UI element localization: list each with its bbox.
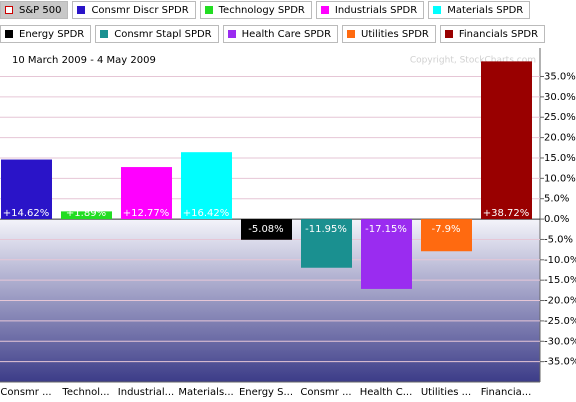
- bar: [481, 61, 532, 220]
- legend-swatch: [5, 6, 13, 14]
- y-tick-label: 0.0%: [544, 214, 569, 225]
- watermark: Copyright, StockCharts.com: [410, 56, 536, 66]
- legend-swatch: [204, 6, 213, 14]
- y-tick-label: 20.0%: [544, 133, 576, 144]
- y-tick-label: -20.0%: [544, 296, 576, 307]
- legend-item[interactable]: S&P 500: [0, 1, 69, 19]
- bar: [361, 219, 412, 289]
- value-label: +12.77%: [123, 208, 170, 219]
- y-tick-label: -5.0%: [544, 234, 573, 245]
- x-tick-label: Materials...: [178, 387, 233, 398]
- y-tick-label: -30.0%: [544, 336, 576, 347]
- legend-label: Industrials SPDR: [334, 4, 418, 16]
- legend-label: Technology SPDR: [218, 4, 305, 16]
- legend-label: Consmr Stapl SPDR: [114, 28, 212, 40]
- legend-label: Energy SPDR: [19, 28, 85, 40]
- legend-swatch: [320, 6, 329, 14]
- y-tick-label: 25.0%: [544, 112, 576, 123]
- x-tick-label: Industrial...: [118, 387, 174, 398]
- legend-item[interactable]: Industrials SPDR: [315, 1, 425, 19]
- legend-label: Materials SPDR: [447, 4, 524, 16]
- legend-swatch: [100, 30, 109, 38]
- legend-label: S&P 500: [19, 4, 62, 16]
- x-tick-label: Financia...: [481, 387, 532, 398]
- bar: [61, 211, 112, 220]
- value-label: +16.42%: [183, 208, 230, 219]
- bar: [421, 219, 472, 252]
- x-tick-label: Utilities ...: [421, 387, 471, 398]
- y-tick-label: -15.0%: [544, 275, 576, 286]
- x-tick-label: Consmr ...: [300, 387, 351, 398]
- legend-item[interactable]: Financials SPDR: [439, 25, 546, 43]
- legend-item[interactable]: Consmr Stapl SPDR: [95, 25, 219, 43]
- y-tick-label: 5.0%: [544, 194, 569, 205]
- y-tick-label: 30.0%: [544, 92, 576, 103]
- legend-item[interactable]: Technology SPDR: [199, 1, 312, 19]
- value-label: -11.95%: [305, 224, 347, 235]
- legend-label: Financials SPDR: [458, 28, 539, 40]
- y-tick-label: 10.0%: [544, 173, 576, 184]
- legend-swatch: [347, 30, 356, 38]
- legend-item[interactable]: Utilities SPDR: [342, 25, 436, 43]
- legend-label: Consmr Discr SPDR: [91, 4, 189, 16]
- bar: [241, 219, 292, 240]
- legend-item[interactable]: Health Care SPDR: [222, 25, 339, 43]
- x-tick-label: Technol...: [61, 387, 109, 398]
- legend-row: Energy SPDR Consmr Stapl SPDR Health Care …: [0, 25, 546, 43]
- plot-area-positive: [0, 48, 540, 220]
- value-label: -17.15%: [365, 224, 407, 235]
- bar: [1, 159, 52, 220]
- y-tick-label: -25.0%: [544, 316, 576, 327]
- y-tick-label: -35.0%: [544, 357, 576, 368]
- legend-swatch: [433, 6, 442, 14]
- x-tick-label: Health C...: [360, 387, 413, 398]
- legend-swatch: [444, 30, 453, 38]
- x-tick-label: Energy S...: [239, 387, 293, 398]
- legend-item[interactable]: Materials SPDR: [428, 1, 531, 19]
- value-label: +14.62%: [3, 208, 50, 219]
- legend-swatch: [227, 30, 236, 38]
- legend: S&P 500 Consmr Discr SPDR Technology SPDR I…: [0, 0, 576, 46]
- y-tick-label: 15.0%: [544, 153, 576, 164]
- value-label: -7.9%: [431, 224, 460, 235]
- value-label: -5.08%: [248, 224, 283, 235]
- legend-label: Health Care SPDR: [241, 28, 332, 40]
- subtitle: 10 March 2009 - 4 May 2009: [12, 55, 156, 66]
- legend-label: Utilities SPDR: [361, 28, 429, 40]
- legend-swatch: [5, 30, 13, 38]
- bar: [301, 219, 352, 268]
- y-tick-label: 35.0%: [544, 72, 576, 83]
- y-tick-label: -10.0%: [544, 255, 576, 266]
- bar: [181, 152, 232, 220]
- bar: [121, 167, 172, 220]
- legend-item[interactable]: Consmr Discr SPDR: [72, 1, 196, 19]
- value-label: +38.72%: [483, 208, 530, 219]
- legend-item[interactable]: Energy SPDR: [0, 25, 92, 43]
- x-tick-label: Consmr ...: [0, 387, 51, 398]
- legend-swatch: [77, 6, 86, 14]
- legend-row: S&P 500 Consmr Discr SPDR Technology SPDR I…: [0, 1, 531, 19]
- value-label: +1.89%: [66, 208, 106, 219]
